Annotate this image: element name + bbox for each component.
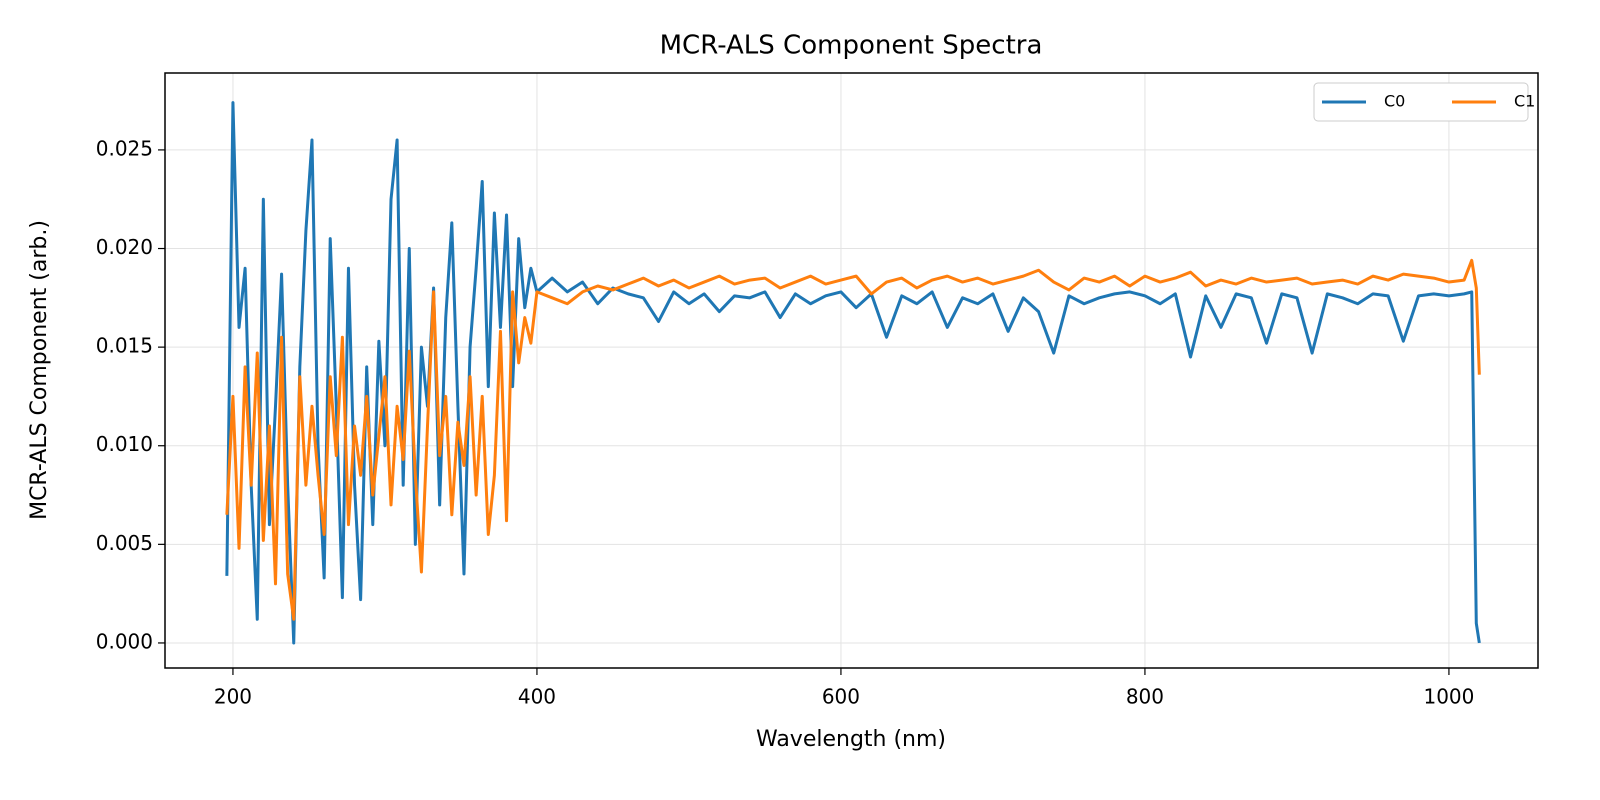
plot-frame — [164, 72, 1539, 669]
x-tick-label: 600 — [822, 685, 860, 709]
y-tick-label: 0.015 — [96, 334, 153, 358]
y-tick-label: 0.005 — [96, 531, 153, 555]
data-line — [225, 101, 1481, 645]
y-tick-label: 0.025 — [96, 136, 153, 160]
y-tick-label: 0.000 — [96, 629, 153, 653]
y-tick-label: 0.020 — [96, 235, 153, 259]
legend-label: C1 — [1514, 92, 1535, 111]
chart-title: MCR-ALS Component Spectra — [660, 31, 1043, 61]
legend-box — [1313, 82, 1529, 122]
x-tick-label: 1000 — [1423, 685, 1474, 709]
data-line — [225, 258, 1481, 621]
legend-label: C0 — [1384, 92, 1405, 111]
x-tick-label: 800 — [1126, 685, 1164, 709]
x-axis-label: Wavelength (nm) — [756, 727, 946, 752]
x-tick-label: 400 — [518, 685, 556, 709]
y-axis-label: MCR-ALS Component (arb.) — [27, 220, 52, 520]
y-tick-label: 0.010 — [96, 432, 153, 456]
x-tick-label: 200 — [214, 685, 252, 709]
